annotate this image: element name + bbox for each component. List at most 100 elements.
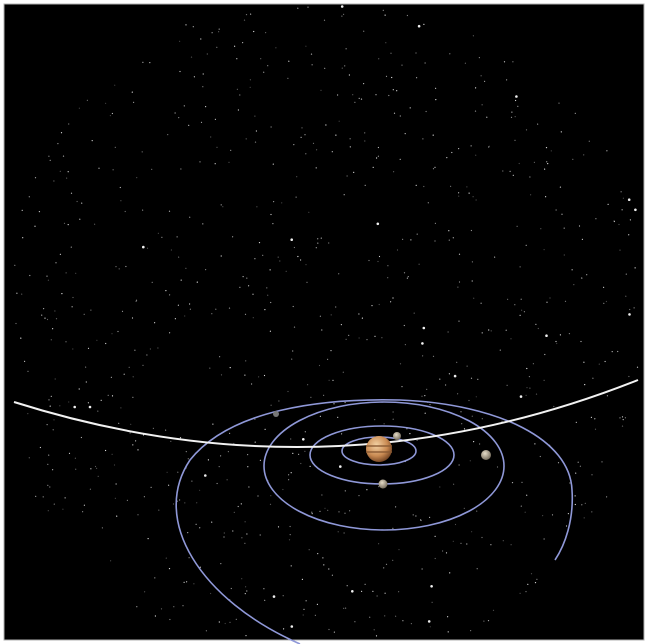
star — [179, 70, 181, 73]
star — [241, 578, 243, 580]
star — [20, 337, 22, 339]
star — [434, 557, 436, 560]
star — [165, 429, 167, 431]
star — [553, 405, 555, 408]
star — [142, 61, 144, 63]
star — [628, 375, 630, 378]
star — [101, 527, 103, 529]
star — [319, 415, 321, 417]
star — [590, 416, 593, 418]
star — [266, 287, 268, 289]
star — [65, 341, 67, 343]
star — [191, 480, 193, 482]
star — [391, 76, 393, 79]
star — [43, 308, 45, 310]
star — [422, 138, 424, 140]
star — [94, 465, 97, 468]
star — [242, 276, 244, 278]
star — [72, 296, 74, 299]
star — [604, 360, 606, 363]
star — [113, 464, 116, 466]
star — [453, 483, 455, 485]
star — [343, 13, 345, 15]
star — [526, 387, 528, 389]
star — [550, 150, 552, 152]
star — [528, 376, 531, 378]
orbit — [263, 401, 505, 531]
star — [525, 394, 527, 396]
star — [510, 544, 512, 546]
star — [295, 196, 297, 198]
star — [258, 242, 261, 244]
star — [199, 527, 201, 529]
star — [184, 502, 186, 504]
star — [468, 192, 470, 194]
star — [502, 170, 504, 172]
star — [220, 204, 222, 206]
star — [324, 67, 326, 69]
star — [83, 313, 85, 315]
star — [210, 592, 212, 595]
star — [292, 350, 294, 352]
star — [406, 14, 408, 17]
star — [323, 564, 325, 566]
star — [49, 159, 51, 161]
star — [258, 376, 260, 378]
star — [603, 286, 605, 288]
star — [281, 202, 283, 204]
star — [270, 213, 272, 216]
star — [634, 208, 637, 212]
star — [132, 444, 134, 446]
star — [337, 416, 339, 418]
star — [57, 143, 59, 145]
star — [338, 120, 340, 122]
star — [457, 393, 459, 395]
star — [404, 344, 406, 346]
star — [378, 543, 380, 545]
star — [619, 417, 621, 419]
star — [126, 499, 128, 501]
star — [332, 379, 334, 381]
star — [105, 449, 107, 452]
star — [317, 553, 319, 555]
star — [337, 531, 339, 533]
star — [152, 427, 154, 429]
star — [98, 167, 100, 169]
star — [458, 281, 461, 283]
star — [514, 304, 516, 306]
star — [189, 308, 191, 310]
star — [354, 101, 356, 103]
star — [574, 495, 576, 497]
star — [447, 331, 449, 333]
orbit — [175, 398, 574, 644]
star — [574, 112, 576, 114]
star — [510, 116, 513, 118]
star — [511, 111, 513, 113]
star — [321, 329, 323, 331]
star — [629, 308, 631, 311]
star — [625, 273, 627, 275]
star — [578, 225, 581, 227]
star — [105, 102, 107, 104]
star — [215, 308, 217, 310]
star — [624, 417, 627, 419]
star — [387, 265, 389, 267]
star — [363, 30, 365, 32]
star — [424, 412, 426, 414]
star — [448, 230, 450, 232]
star — [24, 360, 26, 362]
star — [607, 203, 609, 205]
star — [107, 394, 109, 396]
star — [407, 276, 409, 278]
star — [527, 583, 529, 586]
star — [304, 431, 306, 433]
star — [136, 606, 138, 608]
star — [168, 568, 171, 570]
star — [453, 374, 457, 378]
star — [157, 232, 159, 234]
star — [636, 366, 639, 368]
star — [321, 494, 323, 496]
star — [182, 605, 184, 607]
star — [250, 13, 252, 15]
star — [249, 86, 251, 88]
